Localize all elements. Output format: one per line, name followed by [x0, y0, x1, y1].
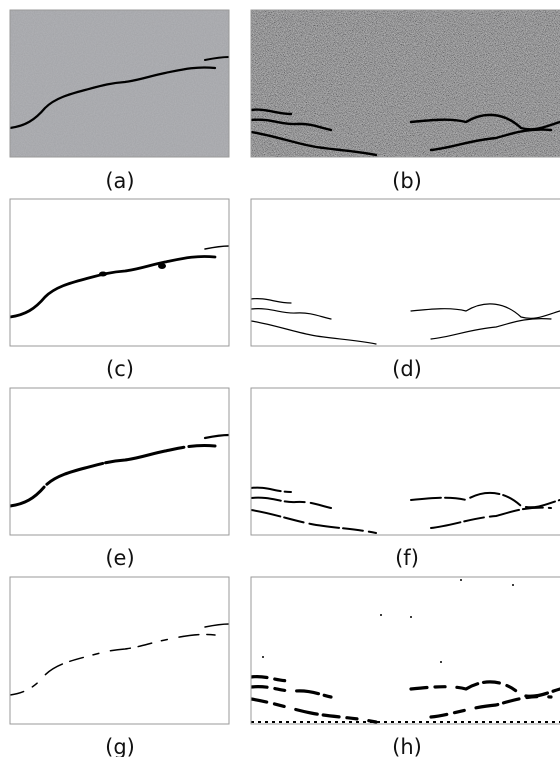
panel-label: (e): [105, 546, 134, 570]
panel-label: (f): [395, 546, 419, 570]
photo-panel: [251, 10, 560, 157]
result-panel: [10, 199, 229, 346]
result-panel: [10, 577, 229, 724]
panel-label: (b): [392, 169, 422, 193]
panel-label: (g): [105, 735, 135, 757]
page: (a) (b) (c) (d) (e): [0, 0, 560, 757]
photo-panel: [10, 10, 229, 157]
figure: (a) (b) (c) (d) (e): [0, 0, 560, 757]
panel-label: (h): [392, 735, 422, 757]
panel-label: (c): [106, 357, 134, 381]
result-panel: [251, 199, 560, 346]
panel-label: (d): [392, 357, 422, 381]
result-panel: [251, 388, 560, 535]
panel-label: (a): [105, 169, 134, 193]
result-panel: [10, 388, 229, 535]
result-panel: [251, 577, 560, 724]
